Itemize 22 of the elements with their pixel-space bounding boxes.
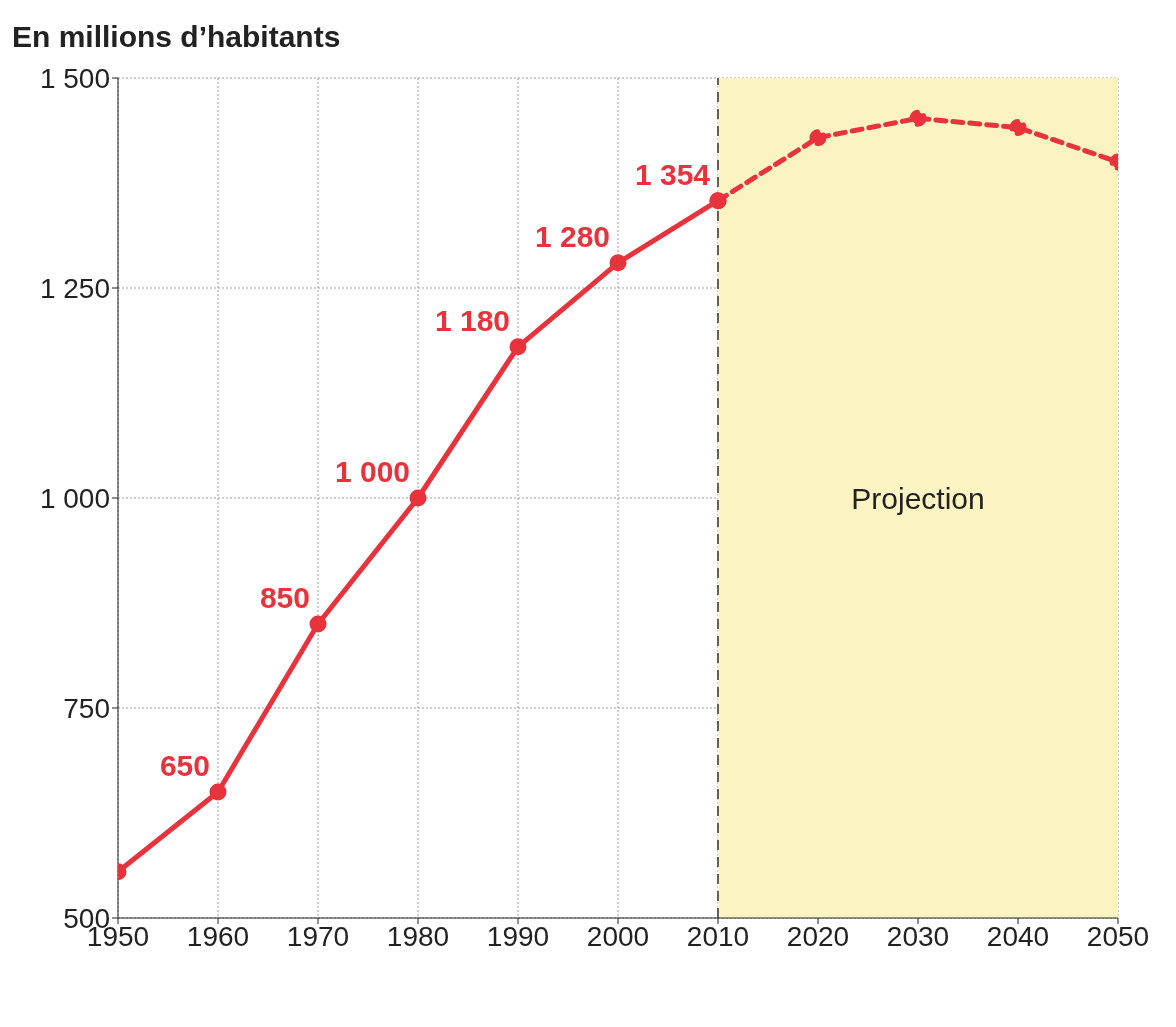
band-label: Projection xyxy=(851,481,985,515)
x-tick-label: 1990 xyxy=(486,920,550,952)
x-tick-label: 1970 xyxy=(286,920,350,952)
x-tick-label: 2040 xyxy=(986,920,1050,952)
x-tick-label: 1960 xyxy=(186,920,250,952)
y-tick-label: 1 000 xyxy=(39,482,110,514)
data-label: 650 xyxy=(159,749,210,782)
x-tick-label: 1980 xyxy=(386,920,450,952)
chart-title: En millions d’habitants xyxy=(12,20,342,54)
x-tick-label: 2010 xyxy=(686,920,750,952)
data-label: 850 xyxy=(259,581,310,614)
x-tick-label: 2020 xyxy=(786,920,850,952)
x-tick-label: 2030 xyxy=(886,920,950,952)
y-tick-label: 750 xyxy=(63,692,110,724)
data-label: 1 354 xyxy=(634,157,711,191)
y-tick-label: 1 500 xyxy=(39,62,110,94)
data-label: 1 000 xyxy=(334,455,410,488)
y-tick-label: 1 250 xyxy=(39,272,110,304)
x-tick-label: 2050 xyxy=(1086,920,1150,952)
data-label: 1 180 xyxy=(434,303,510,337)
x-tick-label: 2000 xyxy=(586,920,650,952)
data-label: 1 280 xyxy=(534,219,610,253)
